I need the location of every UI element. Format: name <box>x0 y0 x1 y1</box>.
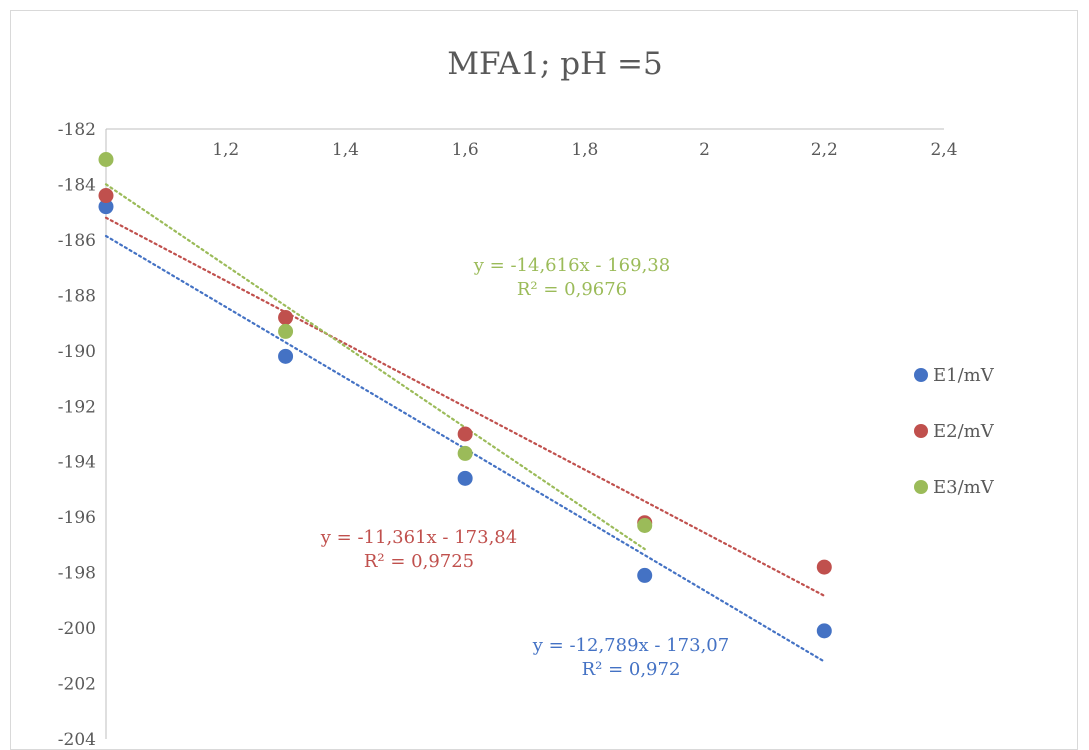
legend-marker <box>914 480 928 494</box>
data-point <box>637 518 653 533</box>
x-tick-label: 2,2 <box>811 140 838 160</box>
y-tick-label: -198 <box>58 564 96 584</box>
y-tick-label: -188 <box>58 286 96 306</box>
trendline <box>104 183 646 551</box>
data-point <box>457 470 473 486</box>
y-tick-label: -194 <box>58 453 96 473</box>
y-tick-label: -184 <box>58 175 96 195</box>
x-tick-label: 1,4 <box>332 140 359 160</box>
legend: E1/mV E2/mV E3/mV <box>914 365 995 498</box>
y-tick-label: -204 <box>58 730 96 745</box>
legend-label: E3/mV <box>933 477 995 498</box>
y-tick-label: -192 <box>58 397 96 417</box>
y-tick-label: -190 <box>58 342 96 362</box>
y-tick-label: -186 <box>58 231 96 251</box>
data-point <box>278 310 294 326</box>
chart-area: MFA1; pH =5 1,2 1,4 1,6 1,8 2 2,2 2,4 -182 -184 -… <box>10 10 1078 750</box>
trendline-r-squared: R² = 0,972 <box>582 659 681 680</box>
data-point <box>98 152 114 167</box>
scatter-chart: MFA1; pH =5 1,2 1,4 1,6 1,8 2 2,2 2,4 -182 -184 -… <box>58 46 995 745</box>
data-point <box>637 567 653 583</box>
trendline-equation: y = -12,789x - 173,07 <box>532 635 729 656</box>
data-point <box>457 445 473 461</box>
x-tick-label: 1,6 <box>452 140 479 160</box>
y-tick-label: -182 <box>58 120 96 140</box>
x-tick-label: 1,2 <box>212 140 239 160</box>
data-points <box>98 152 832 639</box>
data-point <box>816 559 832 575</box>
trendline <box>104 216 826 597</box>
trendlines <box>104 183 826 663</box>
trendline-r-squared: R² = 0,9676 <box>517 279 627 300</box>
data-point <box>278 348 294 364</box>
trendline-r-squared: R² = 0,9725 <box>364 551 474 572</box>
data-point <box>457 426 473 442</box>
legend-label: E1/mV <box>933 365 995 386</box>
x-tick-label: 2 <box>699 140 710 160</box>
y-tick-label: -196 <box>58 508 96 528</box>
y-tick-label: -200 <box>58 619 96 639</box>
trendline-equations: y = -12,789x - 173,07 R² = 0,972 y = -11,3… <box>320 255 729 680</box>
y-tick-label: -202 <box>58 675 96 695</box>
data-point <box>98 199 114 215</box>
trendline-equation: y = -14,616x - 169,38 <box>473 255 670 276</box>
data-point <box>98 188 114 204</box>
trendline-equation: y = -11,361x - 173,84 <box>320 527 517 548</box>
data-point <box>816 623 832 639</box>
legend-label: E2/mV <box>933 421 995 442</box>
data-point <box>278 323 294 339</box>
x-tick-label: 1,8 <box>571 140 598 160</box>
legend-marker <box>914 368 928 382</box>
axes: 1,2 1,4 1,6 1,8 2 2,2 2,4 -182 -184 -186 -188 -190 -… <box>58 120 958 745</box>
x-tick-label: 2,4 <box>930 140 957 160</box>
legend-marker <box>914 424 928 438</box>
chart-title: MFA1; pH =5 <box>447 46 662 82</box>
